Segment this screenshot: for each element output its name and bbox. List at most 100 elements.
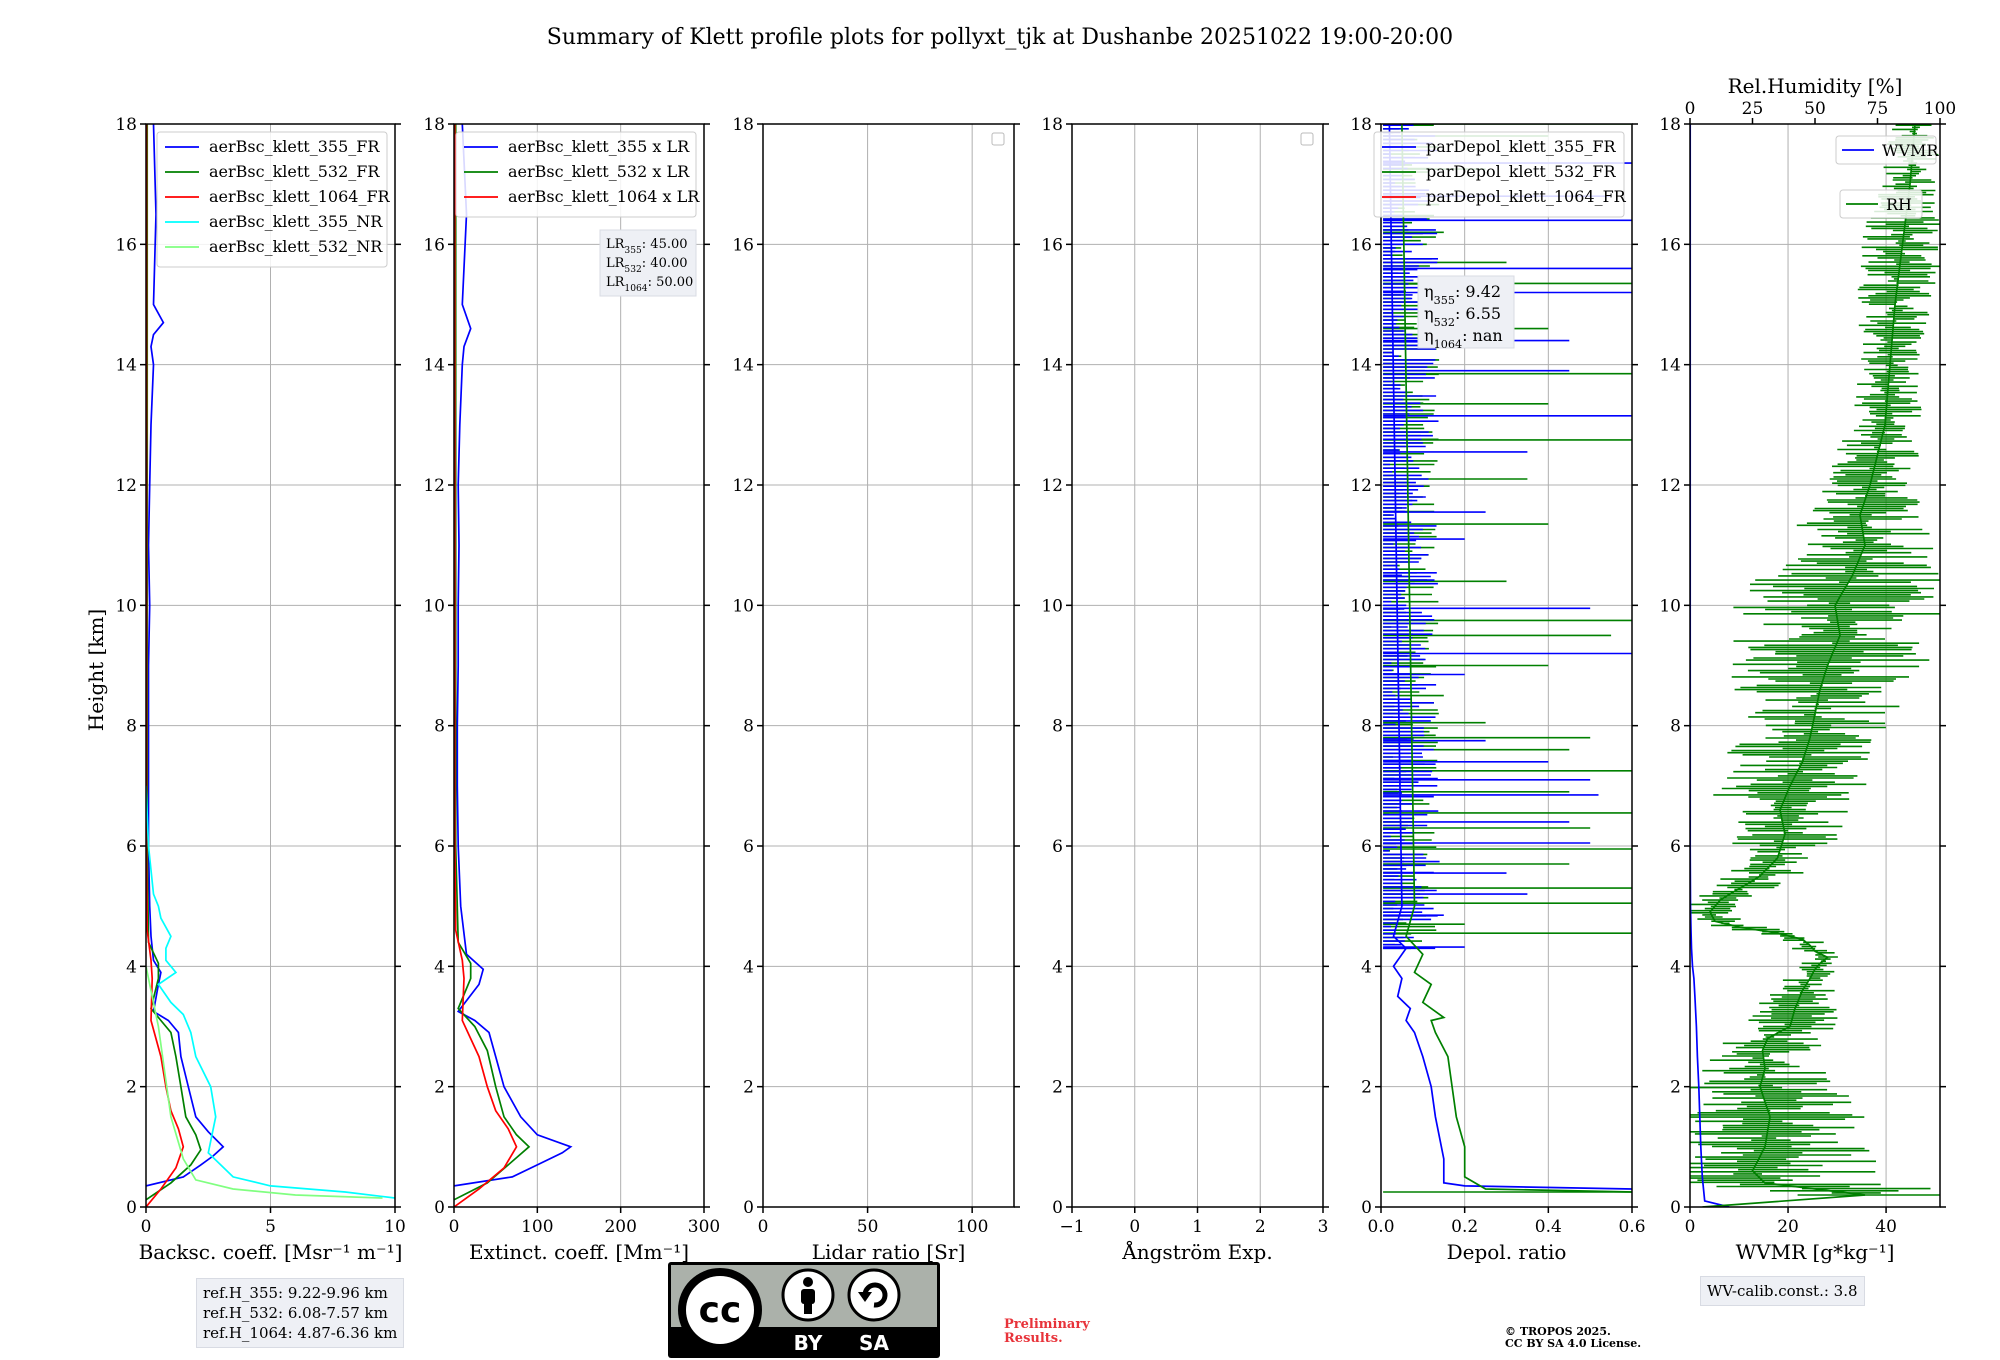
series-aerBsc_klett_532_FR <box>146 124 202 1201</box>
y-tick-label: 0 <box>743 1198 754 1218</box>
y-tick-label: 16 <box>1659 235 1681 255</box>
top-x-axis-label: Rel.Humidity [%] <box>1728 74 1903 98</box>
y-tick-label: 16 <box>732 235 754 255</box>
ref-height-1064: ref.H_1064: 4.87-6.36 km <box>203 1324 398 1342</box>
x-tick-label: 100 <box>956 1217 988 1237</box>
y-tick-label: 0 <box>126 1198 137 1218</box>
x-tick-label: 40 <box>1875 1217 1897 1237</box>
data-layer <box>454 124 573 1207</box>
y-tick-label: 14 <box>423 356 445 376</box>
panel-backscatter: 0 2 4 6 8 10 12 14 16 18 0 5 10 Backsc. coeff. [Msr⁻¹… <box>115 115 405 1264</box>
top-x-tick-label: 25 <box>1742 99 1764 119</box>
x-tick-label: 200 <box>604 1217 636 1237</box>
lr-note-line: LR1064: 50.00 <box>606 275 693 294</box>
x-tick-label: 0 <box>141 1217 152 1237</box>
x-tick-label: 0.2 <box>1451 1217 1478 1237</box>
x-tick-label: 0 <box>1685 1217 1696 1237</box>
legend: parDepol_klett_355_FR parDepol_klett_532_… <box>1373 131 1627 218</box>
legend-label: aerBsc_klett_532 x LR <box>508 162 690 181</box>
axes-frame <box>762 123 1015 1208</box>
series-aerBsc_klett_532_NR <box>146 966 383 1199</box>
top-x-tick-label: 0 <box>1685 99 1696 119</box>
series-aerBsc_klett_1064 x LR <box>454 124 518 1207</box>
x-tick-label: 0.4 <box>1535 1217 1562 1237</box>
y-tick-label: 0 <box>1052 1198 1063 1218</box>
copyright-line-2: CC BY SA 4.0 License. <box>1505 1337 1642 1350</box>
y-tick-label: 16 <box>1350 235 1372 255</box>
cc-by-sa-badge: cc BY SA <box>668 1262 940 1358</box>
panel-depol: 0 2 4 6 8 10 12 14 16 18 0.0 0.2 0.4 0.6 Depol. ratio p… <box>1350 115 1645 1264</box>
y-tick-label: 18 <box>1659 115 1681 135</box>
sa-share-icon <box>847 1268 901 1322</box>
y-tick-label: 10 <box>1659 596 1681 616</box>
x-tick-label: 1 <box>1192 1217 1203 1237</box>
y-tick-label: 18 <box>423 115 445 135</box>
eta-note-line: η1064: nan <box>1424 326 1503 351</box>
eta-note-line: η355: 9.42 <box>1424 282 1501 307</box>
by-person-icon <box>781 1268 835 1322</box>
wv-calib-note: WV-calib.const.: 3.8 <box>1700 1276 1865 1306</box>
y-tick-label: 10 <box>423 596 445 616</box>
legend: aerBsc_klett_355_FR aerBsc_klett_532_FRae… <box>156 131 391 268</box>
legend-label: aerBsc_klett_355_FR <box>209 137 380 156</box>
y-tick-label: 18 <box>1041 115 1063 135</box>
badge-sa-label: SA <box>859 1331 889 1355</box>
x-tick-label: 5 <box>265 1217 276 1237</box>
series-WVMR <box>1690 124 1730 1207</box>
top-x-tick-label: 50 <box>1804 99 1826 119</box>
y-tick-label: 6 <box>1052 837 1063 857</box>
legend-label: parDepol_klett_355_FR <box>1426 137 1617 156</box>
legend-label: parDepol_klett_1064_FR <box>1426 187 1627 206</box>
rh-spread <box>1690 124 1940 1196</box>
data-layer <box>146 124 395 1207</box>
y-tick-label: 18 <box>1350 115 1372 135</box>
y-tick-label: 0 <box>1670 1198 1681 1218</box>
ref-height-355: ref.H_355: 9.22-9.96 km <box>203 1284 388 1302</box>
data-layer <box>1383 124 1632 1193</box>
y-tick-label: 12 <box>1659 476 1681 496</box>
x-tick-label: 300 <box>688 1217 720 1237</box>
legend-label: aerBsc_klett_355_NR <box>209 212 383 231</box>
legend-RH: RH <box>1839 189 1923 219</box>
y-tick-label: 6 <box>743 837 754 857</box>
legend-WVMR: WVMR <box>1835 135 1939 165</box>
wv-calib-const: WV-calib.const.: 3.8 <box>1707 1282 1858 1300</box>
y-tick-label: 18 <box>115 115 137 135</box>
y-tick-label: 10 <box>1350 596 1372 616</box>
y-tick-label: 6 <box>1670 837 1681 857</box>
y-tick-label: 16 <box>1041 235 1063 255</box>
x-tick-label: 50 <box>857 1217 879 1237</box>
legend-box <box>1835 135 1937 165</box>
lr-note-line: LR532: 40.00 <box>606 256 688 275</box>
eta-note-box <box>1417 275 1515 349</box>
y-tick-label: 8 <box>1670 717 1681 737</box>
legend-label: WVMR <box>1882 141 1939 160</box>
y-tick-label: 6 <box>126 837 137 857</box>
x-tick-label: 2 <box>1255 1217 1266 1237</box>
x-tick-label: −1 <box>1059 1217 1084 1237</box>
cc-icon-text: cc <box>699 1290 742 1331</box>
data-layer <box>1690 124 1940 1207</box>
y-tick-label: 10 <box>115 596 137 616</box>
y-tick-label: 8 <box>126 717 137 737</box>
spikes-blue <box>1383 124 1632 950</box>
legend-box <box>455 131 697 218</box>
figure-title: Summary of Klett profile plots for polly… <box>547 25 1453 50</box>
axes-frame <box>1380 123 1633 1208</box>
y-tick-label: 12 <box>115 476 137 496</box>
y-tick-label: 2 <box>1052 1078 1063 1098</box>
x-axis-label: WVMR [g*kg⁻¹] <box>1736 1240 1895 1264</box>
y-tick-label: 4 <box>1670 957 1681 977</box>
series-aerBsc_klett_1064_FR <box>146 124 185 1207</box>
series-aerBsc_klett_355_FR <box>146 124 225 1187</box>
series-aerBsc_klett_532 x LR <box>454 124 531 1201</box>
y-tick-label: 14 <box>1350 356 1372 376</box>
preliminary-notice: Preliminary Results. <box>1004 1318 1090 1346</box>
y-tick-label: 4 <box>1361 957 1372 977</box>
preliminary-line-1: Preliminary <box>1004 1317 1090 1332</box>
legend-label: aerBsc_klett_1064_FR <box>209 187 391 206</box>
y-tick-label: 4 <box>743 957 754 977</box>
